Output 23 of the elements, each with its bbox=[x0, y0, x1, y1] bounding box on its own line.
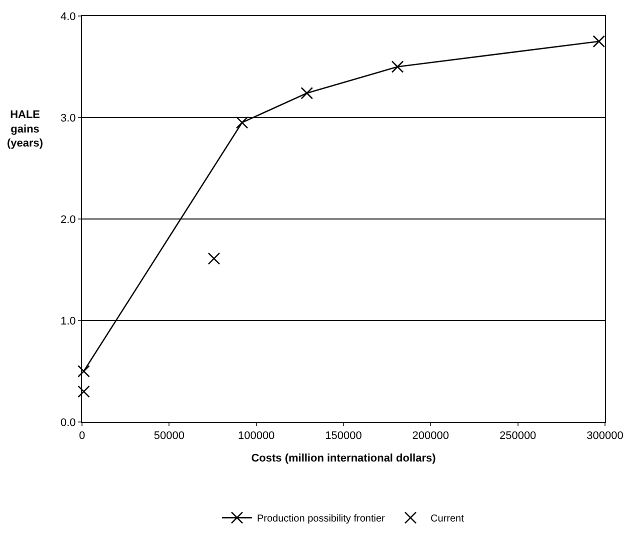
y-tick-label: 1.0 bbox=[60, 315, 76, 328]
legend-label: Current bbox=[430, 514, 464, 525]
y-tick-label: 4.0 bbox=[60, 10, 76, 23]
x-tick-label: 100000 bbox=[238, 430, 275, 442]
y-tick-label: 0.0 bbox=[60, 416, 76, 429]
x-tick-label: 0 bbox=[78, 430, 86, 442]
x-tick-label: 50000 bbox=[154, 430, 184, 442]
legend-label: Production possibility frontier bbox=[257, 514, 386, 525]
point bbox=[78, 385, 90, 398]
point bbox=[208, 252, 220, 265]
x-axis-title: Costs (million international dollars) bbox=[251, 452, 436, 464]
point bbox=[300, 86, 314, 100]
y-tick-label: 2.0 bbox=[60, 214, 76, 226]
y-tick-label: 3.0 bbox=[60, 112, 76, 124]
point bbox=[391, 60, 404, 73]
x-tick-label: 300000 bbox=[586, 430, 624, 442]
x-tick-label: 200000 bbox=[412, 430, 450, 442]
x-tick-label: 250000 bbox=[499, 430, 536, 442]
point bbox=[592, 35, 606, 48]
y-axis-title: HALE gains (years) bbox=[7, 109, 44, 150]
x-tick-label: 150000 bbox=[325, 430, 362, 442]
point bbox=[236, 116, 248, 129]
point bbox=[78, 365, 90, 378]
